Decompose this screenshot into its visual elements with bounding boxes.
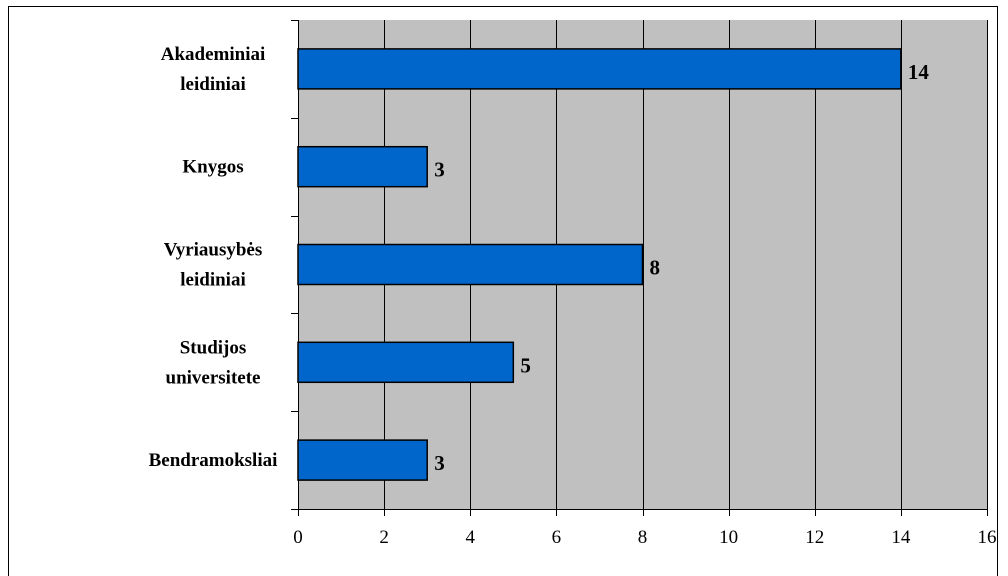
x-tick-label: 10 xyxy=(719,527,738,548)
data-label: 5 xyxy=(520,353,531,377)
x-tick-label: 14 xyxy=(891,527,911,548)
category-label: Akademiniai leidiniai xyxy=(161,44,266,95)
category-label-line: universitete xyxy=(166,367,261,388)
bar xyxy=(297,145,428,188)
category-label-line: Vyriausybės xyxy=(164,240,263,261)
x-tick-label: 0 xyxy=(293,527,303,548)
data-label: 14 xyxy=(908,60,930,84)
category-label-line: Studijos xyxy=(180,337,247,358)
x-tick-label: 8 xyxy=(638,527,648,548)
category-label-line: Akademiniai xyxy=(161,44,266,65)
category-label: Vyriausybės leidiniai xyxy=(164,240,263,291)
x-tick-label: 6 xyxy=(552,527,562,548)
labels: 0 2 4 6 8 10 12 14 16 14 Akademiniai leidiniai 3 Knyg… xyxy=(149,44,997,548)
bars xyxy=(297,48,902,481)
category-label-line: Knygos xyxy=(182,157,243,178)
bar xyxy=(297,439,428,481)
category-label-line: leidiniai xyxy=(180,74,245,95)
data-label: 8 xyxy=(650,256,661,280)
category-label-line: leidiniai xyxy=(180,270,245,291)
category-label: Studijos universitete xyxy=(166,337,261,388)
category-label: Bendramoksliai xyxy=(149,450,278,471)
bar xyxy=(297,243,644,286)
x-tick-label: 12 xyxy=(805,527,824,548)
data-label: 3 xyxy=(434,451,445,475)
category-label: Knygos xyxy=(182,157,243,178)
x-tick-label: 4 xyxy=(466,527,476,548)
data-label: 3 xyxy=(434,158,445,182)
x-tick-label: 2 xyxy=(379,527,389,548)
x-tick-label: 16 xyxy=(978,527,997,548)
category-label-line: Bendramoksliai xyxy=(149,450,278,471)
bar xyxy=(297,341,515,384)
bar xyxy=(297,48,902,90)
